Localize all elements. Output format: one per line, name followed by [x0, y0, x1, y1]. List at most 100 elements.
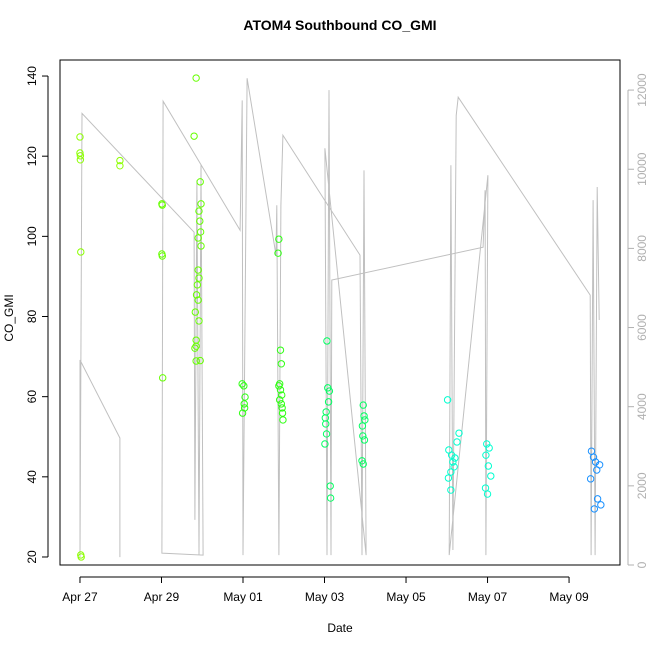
data-point [192, 74, 200, 82]
data-point [593, 495, 602, 503]
data-point [191, 308, 200, 316]
data-point [358, 422, 367, 430]
data-point [278, 404, 286, 412]
data-point [238, 380, 246, 388]
data-point [116, 162, 124, 170]
data-point [593, 466, 601, 474]
data-point [159, 374, 167, 382]
data-point [325, 387, 334, 395]
data-point [443, 396, 452, 404]
data-point [241, 393, 249, 401]
data-point [277, 400, 286, 408]
data-point [190, 132, 198, 140]
y-tick-label: 140 [25, 66, 39, 86]
data-point [447, 468, 455, 476]
chart-title: ATOM4 Southbound CO_GMI [243, 17, 436, 33]
data-point [326, 482, 334, 490]
data-point [360, 436, 369, 444]
data-point [196, 228, 205, 236]
data-point [279, 416, 287, 424]
x-tick-label: May 09 [549, 590, 589, 604]
data-point [192, 342, 200, 350]
x-tick-label: May 03 [305, 590, 345, 604]
data-point [194, 296, 202, 304]
x-axis-label: Date [327, 621, 353, 635]
data-point [77, 248, 85, 256]
y2-tick-label: 4000 [635, 393, 649, 420]
plot-box [59, 59, 621, 566]
y-tick-label: 60 [25, 390, 39, 404]
data-point [116, 156, 124, 165]
data-point [196, 356, 204, 365]
data-point [358, 457, 366, 465]
data-point [77, 553, 85, 561]
y2-tick-label: 8000 [635, 235, 649, 262]
y2-tick-label: 12000 [635, 73, 649, 107]
data-point [359, 432, 367, 440]
data-point [238, 409, 247, 417]
data-point [278, 391, 286, 399]
data-point [487, 472, 495, 480]
data-point [453, 438, 461, 446]
data-point [240, 404, 249, 412]
data-point [324, 398, 333, 406]
data-point [192, 357, 200, 365]
data-point [195, 207, 203, 215]
x-tick-label: Apr 27 [62, 590, 98, 604]
data-point [158, 201, 166, 209]
y-tick-label: 120 [25, 146, 39, 166]
data-point [447, 486, 455, 494]
data-point [444, 474, 453, 482]
data-point [276, 346, 285, 354]
data-point [195, 274, 203, 282]
data-point [450, 463, 458, 471]
data-point [76, 152, 85, 160]
x-tick-label: May 05 [386, 590, 426, 604]
data-point [359, 460, 367, 468]
data-point [240, 400, 248, 408]
data-point [197, 200, 205, 208]
y-tick-label: 40 [25, 470, 39, 484]
data-point [158, 252, 166, 260]
data-point [483, 440, 491, 448]
data-point [483, 490, 492, 498]
y2-tick-label: 2000 [635, 472, 649, 499]
x-tick-label: May 01 [223, 590, 263, 604]
data-point [277, 360, 286, 368]
data-point [590, 505, 599, 513]
data-point [455, 429, 463, 437]
data-point [275, 396, 284, 404]
data-point [451, 454, 459, 462]
data-point [322, 420, 330, 428]
data-point [195, 317, 203, 325]
data-point [274, 249, 282, 257]
y2-tick-label: 10000 [635, 152, 649, 186]
data-point [76, 156, 85, 164]
data-point [193, 281, 202, 289]
data-point [359, 401, 367, 409]
data-point [76, 133, 84, 141]
x-tick-label: May 07 [468, 590, 508, 604]
data-point [275, 382, 283, 390]
data-point [323, 337, 331, 345]
y-tick-label: 100 [25, 226, 39, 246]
y-axis-label: CO_GMI [2, 294, 16, 341]
data-point [197, 242, 205, 250]
data-point [449, 458, 457, 466]
data-point [482, 451, 490, 459]
y2-tick-label: 0 [635, 561, 649, 568]
data-point [276, 386, 285, 394]
data-point [194, 266, 202, 274]
data-point [597, 501, 605, 509]
data-point [586, 475, 595, 483]
data-point [484, 462, 493, 470]
data-point [275, 235, 283, 243]
data-point [192, 291, 201, 299]
y2-tick-label: 6000 [635, 314, 649, 341]
data-point [240, 382, 248, 390]
data-point [196, 217, 204, 225]
data-point [360, 412, 368, 420]
x-tick-label: Apr 29 [144, 590, 180, 604]
data-point [361, 416, 369, 424]
